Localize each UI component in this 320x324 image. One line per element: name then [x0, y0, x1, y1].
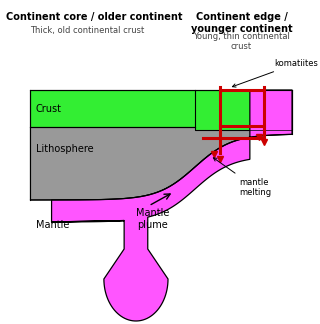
- Text: Mantle
plume: Mantle plume: [136, 208, 170, 230]
- Text: Mantle: Mantle: [36, 220, 69, 230]
- Text: Continent edge /
younger continent: Continent edge / younger continent: [191, 12, 292, 34]
- Text: Lithosphere: Lithosphere: [36, 144, 93, 154]
- Text: komatiites: komatiites: [232, 59, 318, 87]
- Text: Crust: Crust: [36, 103, 61, 113]
- Text: Thick, old continental crust: Thick, old continental crust: [30, 26, 144, 35]
- Polygon shape: [30, 127, 292, 200]
- Text: Continent core / older continent: Continent core / older continent: [5, 12, 182, 22]
- Text: Young, thin continental
crust: Young, thin continental crust: [193, 32, 290, 52]
- Text: mantle
melting: mantle melting: [213, 158, 271, 197]
- Polygon shape: [30, 90, 292, 130]
- Polygon shape: [52, 90, 292, 321]
